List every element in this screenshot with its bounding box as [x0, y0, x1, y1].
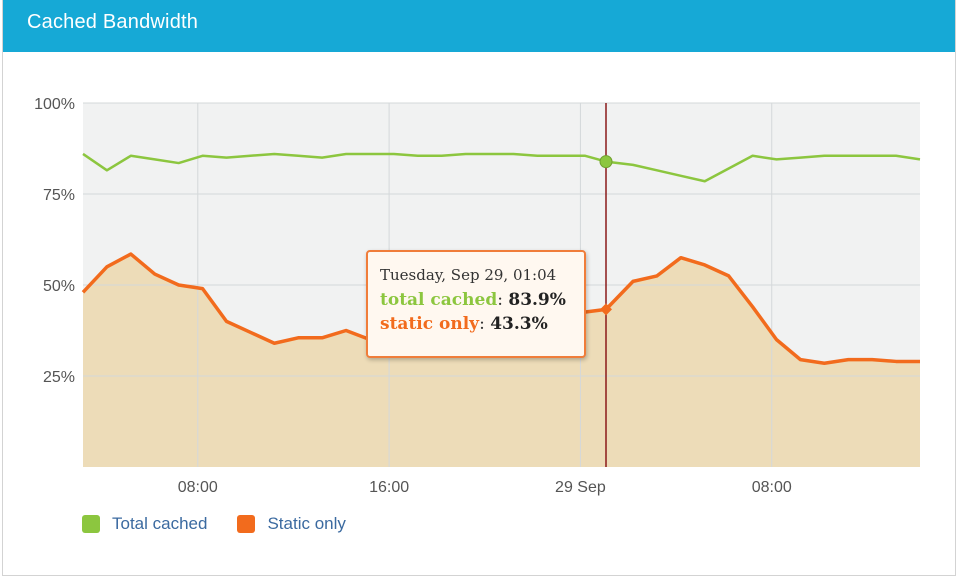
legend-swatch-total-cached — [82, 515, 100, 533]
x-tick-label-2: 29 Sep — [555, 479, 606, 496]
tooltip-total-value: 83.9% — [508, 290, 566, 310]
x-tick-label-1: 16:00 — [369, 479, 409, 496]
static-only-area — [83, 254, 920, 467]
tooltip-date: Tuesday, Sep 29, 01:04 — [380, 266, 557, 284]
tooltip-static-value: 43.3% — [490, 314, 548, 334]
static-only-marker — [600, 303, 613, 316]
tooltip-static-label: static only — [380, 314, 480, 334]
total-cached-marker — [599, 155, 613, 169]
x-tick-label-3: 08:00 — [752, 479, 792, 496]
tooltip-static-row: static only: 43.3% — [380, 314, 548, 334]
legend-label-total-cached: Total cached — [112, 514, 208, 533]
y-tick-label-0: 100% — [34, 96, 75, 113]
legend-swatch-static-only — [237, 515, 256, 533]
total-cached-line — [82, 152, 921, 183]
legend-item-total-cached[interactable]: Total cached — [82, 514, 207, 534]
legend-item-static-only[interactable]: Static only — [237, 514, 346, 534]
panel-header: Cached Bandwidth — [3, 0, 955, 52]
x-tick-label-0: 08:00 — [178, 479, 218, 496]
legend-label-static-only: Static only — [267, 514, 346, 533]
tooltip-total-row: total cached: 83.9% — [380, 290, 566, 310]
tooltip-total-label: total cached — [380, 290, 498, 310]
chart-tooltip: Tuesday, Sep 29, 01:04 total cached: 83.… — [366, 250, 586, 358]
chart-legend: Total cached Static only — [82, 512, 376, 536]
panel-title: Cached Bandwidth — [27, 11, 199, 33]
y-tick-label-3: 25% — [43, 369, 75, 386]
y-tick-label-1: 75% — [43, 187, 75, 204]
y-tick-label-2: 50% — [43, 278, 75, 295]
